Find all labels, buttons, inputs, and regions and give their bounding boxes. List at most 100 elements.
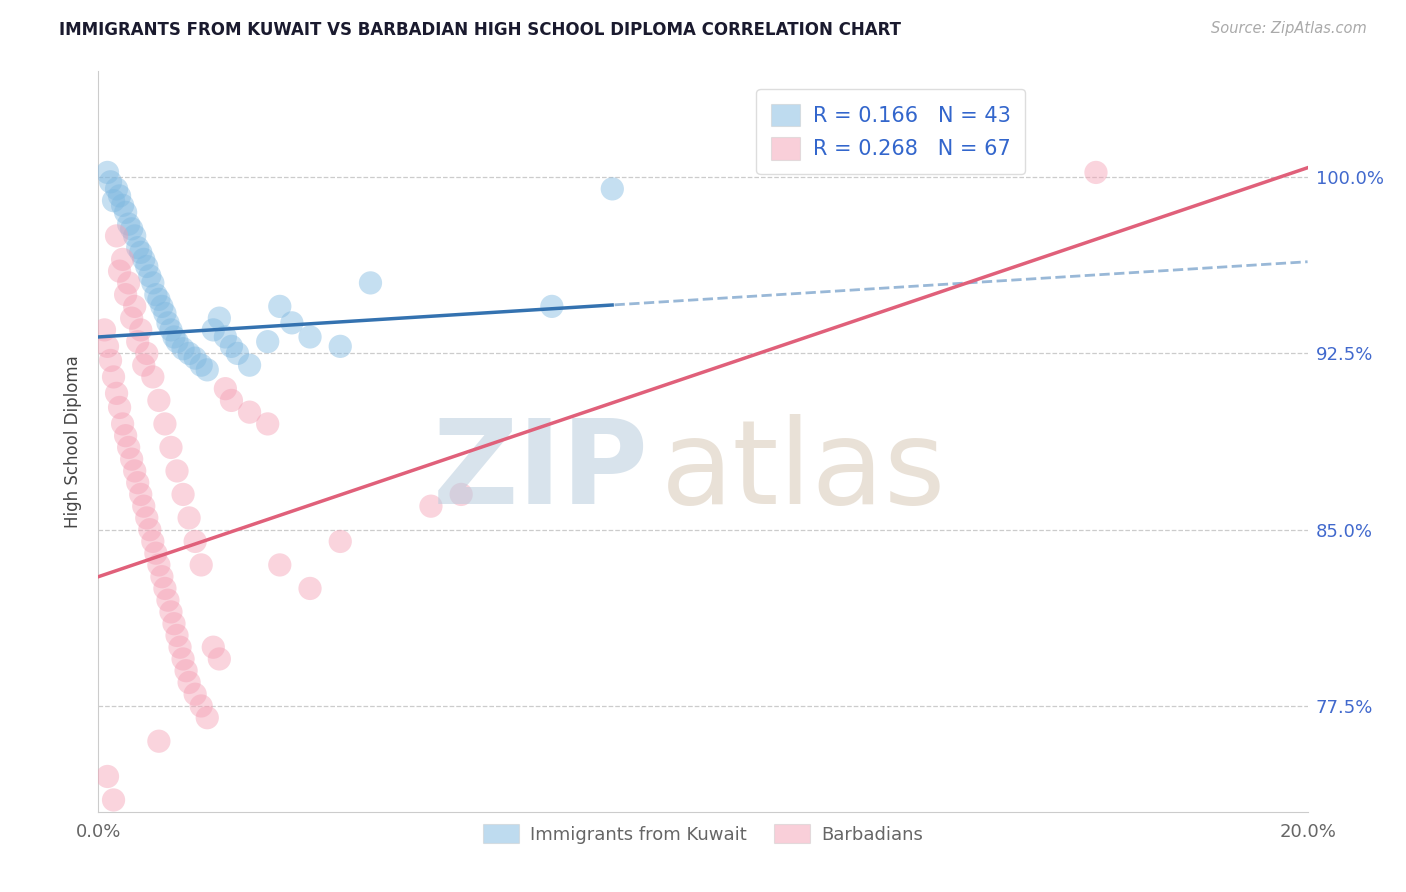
Point	[118, 217, 141, 231]
Point	[129, 245, 152, 260]
Point	[299, 582, 322, 596]
Point	[121, 222, 143, 236]
Point	[239, 358, 262, 372]
Point	[256, 334, 278, 349]
Point	[114, 287, 136, 301]
Point	[184, 534, 207, 549]
Text: Source: ZipAtlas.com: Source: ZipAtlas.com	[1211, 21, 1367, 37]
Point	[190, 558, 212, 572]
Point	[190, 698, 212, 713]
Point	[114, 428, 136, 442]
Point	[184, 687, 207, 701]
Point	[96, 165, 118, 179]
Point	[93, 323, 115, 337]
Point	[150, 570, 173, 584]
Point	[127, 475, 149, 490]
Point	[145, 546, 167, 560]
Point	[221, 393, 243, 408]
Point	[153, 417, 176, 431]
Point	[202, 323, 225, 337]
Point	[166, 334, 188, 349]
Point	[202, 640, 225, 655]
Point	[1085, 165, 1108, 179]
Text: ZIP: ZIP	[433, 414, 648, 529]
Text: IMMIGRANTS FROM KUWAIT VS BARBADIAN HIGH SCHOOL DIPLOMA CORRELATION CHART: IMMIGRANTS FROM KUWAIT VS BARBADIAN HIGH…	[59, 21, 901, 39]
Point	[132, 358, 155, 372]
Point	[96, 339, 118, 353]
Point	[172, 342, 194, 356]
Point	[208, 311, 231, 326]
Point	[114, 205, 136, 219]
Point	[118, 441, 141, 455]
Point	[135, 260, 157, 274]
Point	[153, 582, 176, 596]
Point	[129, 323, 152, 337]
Point	[169, 640, 191, 655]
Point	[148, 558, 170, 572]
Point	[195, 363, 218, 377]
Point	[163, 616, 186, 631]
Point	[156, 316, 179, 330]
Point	[179, 346, 201, 360]
Point	[256, 417, 278, 431]
Point	[208, 652, 231, 666]
Point	[148, 293, 170, 307]
Point	[142, 276, 165, 290]
Point	[135, 346, 157, 360]
Point	[214, 382, 236, 396]
Point	[139, 268, 162, 283]
Y-axis label: High School Diploma: High School Diploma	[65, 355, 83, 528]
Point	[299, 330, 322, 344]
Point	[145, 287, 167, 301]
Point	[195, 711, 218, 725]
Legend: Immigrants from Kuwait, Barbadians: Immigrants from Kuwait, Barbadians	[477, 817, 929, 851]
Point	[156, 593, 179, 607]
Point	[148, 393, 170, 408]
Point	[420, 499, 443, 513]
Point	[184, 351, 207, 365]
Point	[602, 182, 624, 196]
Point	[179, 675, 201, 690]
Point	[166, 464, 188, 478]
Point	[100, 353, 122, 368]
Point	[160, 441, 183, 455]
Point	[124, 299, 146, 313]
Point	[190, 358, 212, 372]
Point	[132, 499, 155, 513]
Point	[166, 628, 188, 642]
Point	[142, 370, 165, 384]
Point	[111, 198, 134, 212]
Point	[281, 316, 304, 330]
Point	[172, 487, 194, 501]
Point	[96, 769, 118, 783]
Point	[118, 276, 141, 290]
Point	[105, 386, 128, 401]
Point	[105, 228, 128, 243]
Point	[226, 346, 249, 360]
Point	[540, 299, 562, 313]
Point	[269, 558, 291, 572]
Point	[329, 534, 352, 549]
Point	[150, 299, 173, 313]
Point	[108, 401, 131, 415]
Point	[111, 252, 134, 267]
Point	[142, 534, 165, 549]
Point	[153, 306, 176, 320]
Point	[100, 175, 122, 189]
Point	[127, 241, 149, 255]
Point	[127, 334, 149, 349]
Point	[121, 452, 143, 467]
Text: atlas: atlas	[661, 414, 946, 529]
Point	[108, 264, 131, 278]
Point	[360, 276, 382, 290]
Point	[174, 664, 197, 678]
Point	[329, 339, 352, 353]
Point	[103, 793, 125, 807]
Point	[111, 417, 134, 431]
Point	[139, 523, 162, 537]
Point	[103, 194, 125, 208]
Point	[160, 605, 183, 619]
Point	[103, 370, 125, 384]
Point	[121, 311, 143, 326]
Point	[129, 487, 152, 501]
